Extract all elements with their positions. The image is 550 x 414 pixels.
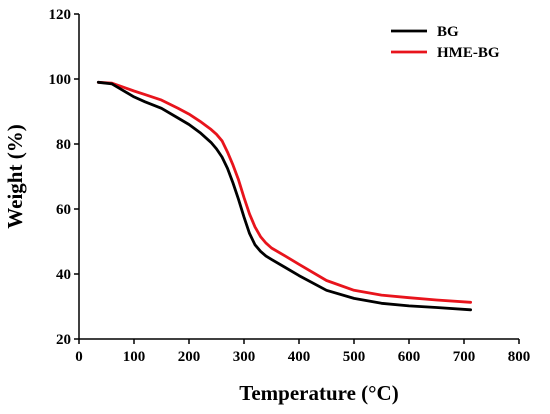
x-tick-label: 100 — [123, 349, 146, 365]
legend: BG HME-BG — [391, 24, 500, 61]
y-tick-label: 20 — [56, 332, 71, 348]
x-axis-title: Temperature (°C) — [239, 381, 398, 405]
legend-label-bg: BG — [437, 24, 459, 40]
y-tick-label: 60 — [56, 202, 71, 218]
x-tick-label: 600 — [398, 349, 421, 365]
y-tick-label: 80 — [56, 137, 71, 153]
y-tick-label: 100 — [49, 72, 72, 88]
x-ticks: 0 100 200 300 400 500 600 700 800 — [75, 339, 530, 365]
y-ticks: 20 40 60 80 100 120 — [49, 7, 79, 348]
x-tick-label: 200 — [178, 349, 201, 365]
x-tick-label: 500 — [343, 349, 366, 365]
x-tick-label: 700 — [453, 349, 476, 365]
x-tick-label: 400 — [288, 349, 311, 365]
y-axis-title: Weight (%) — [3, 124, 27, 228]
x-tick-label: 800 — [508, 349, 531, 365]
x-tick-label: 0 — [75, 349, 83, 365]
legend-label-hme-bg: HME-BG — [437, 45, 500, 61]
series-line-hme-bg — [96, 80, 472, 304]
y-tick-label: 40 — [56, 267, 71, 283]
series-layer — [96, 80, 472, 312]
x-tick-label: 300 — [233, 349, 256, 365]
series-line-bg — [96, 80, 472, 312]
y-tick-label: 120 — [49, 7, 72, 23]
